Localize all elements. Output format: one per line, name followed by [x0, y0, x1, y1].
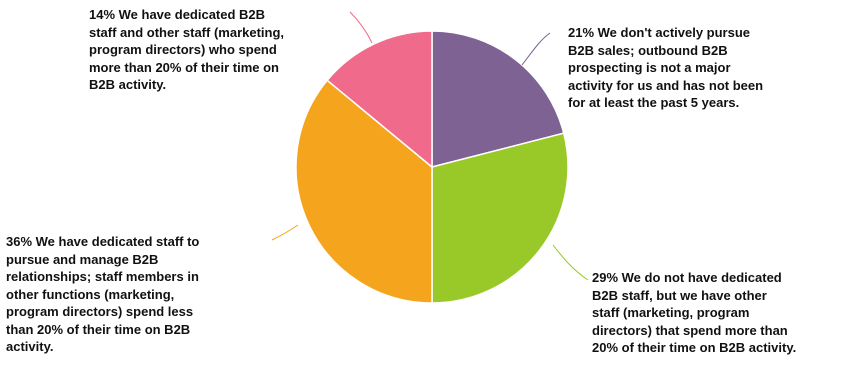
slice-dedicated-staff-less-than-20	[295, 79, 433, 304]
slice-label-dedicated-staff-less-than-20: 36% We have dedicated staff to pursue an…	[6, 234, 200, 354]
slice-label-not-pursuing: 21% We don't actively pursue B2B sales; …	[568, 25, 764, 110]
slice-not-pursuing	[431, 30, 565, 168]
leader-lines	[271, 11, 589, 281]
pie-slices	[295, 30, 569, 304]
leader-line	[552, 244, 589, 281]
slice-no-dedicated-staff	[431, 132, 569, 304]
slice-label-no-dedicated-staff: 29% We do not have dedicated B2B staff, …	[592, 270, 797, 355]
leader-line	[271, 224, 299, 241]
slice-label-dedicated-staff-more-than-20: 14% We have dedicated B2B staff and othe…	[89, 7, 285, 92]
slice-dedicated-staff-more-than-20	[326, 30, 433, 169]
leader-line	[521, 32, 551, 66]
leader-line	[349, 11, 373, 44]
